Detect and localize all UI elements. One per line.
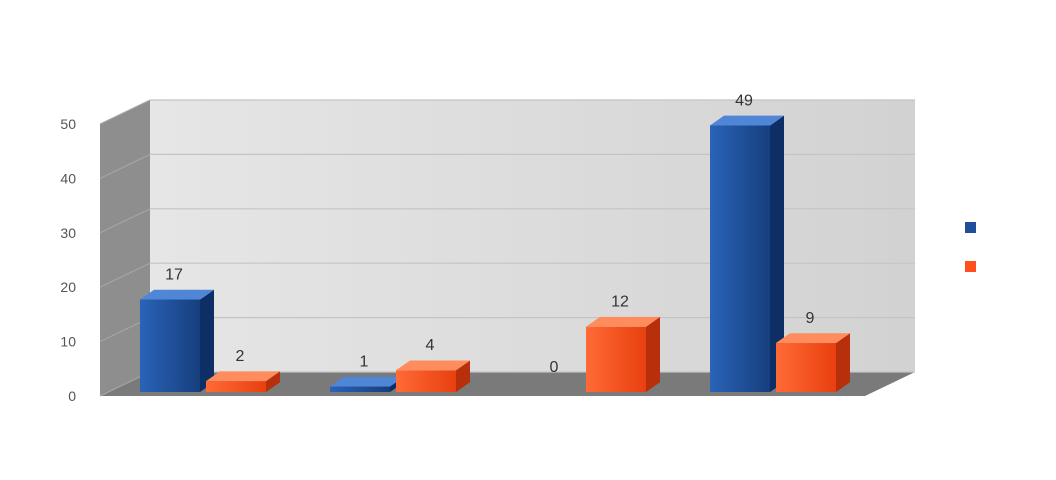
bar-top <box>330 376 404 387</box>
bar <box>396 360 470 392</box>
y-tick-label: 40 <box>60 170 76 186</box>
y-tick-label: 50 <box>60 116 76 132</box>
data-label: 17 <box>165 267 183 284</box>
bar-top <box>140 289 214 300</box>
bar-front <box>330 386 390 392</box>
bar-front <box>586 326 646 392</box>
bar-top <box>396 360 470 371</box>
bar-top <box>776 333 850 344</box>
bar-front <box>206 381 266 392</box>
legend-swatch-series-2 <box>965 261 976 272</box>
bar-side <box>456 360 470 392</box>
bar-side <box>200 289 214 392</box>
legend-swatch-series-1 <box>965 222 976 233</box>
gridline-side <box>99 153 151 179</box>
bar <box>586 316 660 392</box>
bar-side <box>266 371 280 392</box>
data-label: 12 <box>611 294 629 311</box>
bar <box>776 333 850 392</box>
bar-front <box>140 299 200 392</box>
bar-front <box>710 125 770 392</box>
data-labels: 17 2 1 4 0 12 49 9 <box>165 92 814 376</box>
data-label: 1 <box>360 354 369 371</box>
bar <box>330 376 404 392</box>
y-tick-label: 0 <box>68 388 76 404</box>
bar-front <box>396 370 456 392</box>
y-tick-label: 30 <box>60 225 76 241</box>
side-wall <box>100 100 150 396</box>
bars <box>140 115 850 392</box>
y-axis-ticks: 0 10 20 30 40 50 <box>60 116 76 404</box>
data-label: 49 <box>735 92 753 109</box>
y-tick-label: 10 <box>60 334 76 350</box>
bar-side <box>770 115 784 392</box>
bar <box>710 115 784 392</box>
gridline-side <box>99 208 151 234</box>
gridline-side <box>99 99 151 125</box>
bar-top <box>710 115 784 126</box>
data-label: 4 <box>426 337 435 354</box>
bar-top <box>586 316 660 327</box>
data-label: 0 <box>550 359 559 376</box>
y-tick-label: 20 <box>60 279 76 295</box>
bar <box>206 371 280 392</box>
bar <box>140 289 214 392</box>
bar-side <box>646 316 660 392</box>
data-label: 9 <box>806 310 815 327</box>
gridline-side <box>99 262 151 288</box>
back-wall <box>150 100 915 372</box>
bar-side <box>836 333 850 392</box>
data-label: 2 <box>236 348 245 365</box>
bar-front <box>776 343 836 392</box>
legend <box>965 222 976 272</box>
bar-top <box>206 371 280 382</box>
